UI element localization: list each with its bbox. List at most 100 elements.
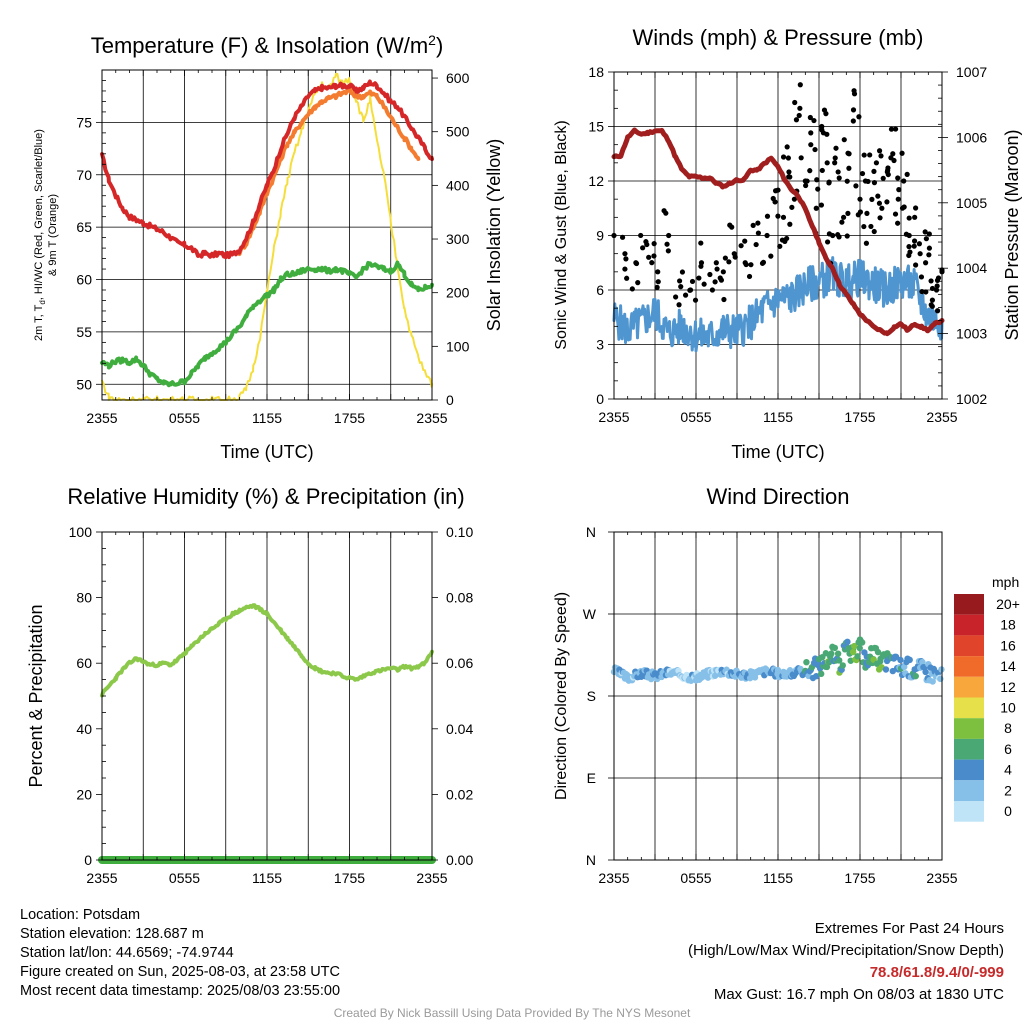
sonic-wind-line: [612, 256, 944, 353]
gust-point: [755, 220, 761, 226]
gust-point: [885, 171, 891, 178]
wind-direction-point: [834, 650, 842, 657]
pressure-rtick-label: 1005: [956, 195, 987, 211]
pressure-rtick-label: 1002: [956, 391, 987, 407]
gust-point: [722, 255, 728, 261]
gust-point: [826, 231, 832, 237]
colorbar-label: 14: [1000, 658, 1016, 674]
temperature-axis-ticks: 2355 0555 1155 1755 2355 50 55 60 65 70 75 0 100 200 3…: [76, 70, 470, 426]
gust-point: [786, 169, 792, 175]
colorbar-label: 0: [1004, 803, 1012, 819]
winds-ytick-label: 15: [588, 119, 604, 135]
gust-point: [759, 260, 766, 266]
gust-point: [845, 150, 851, 156]
gust-point: [919, 289, 925, 295]
gust-point: [871, 180, 878, 186]
winds-axis-ticks: 2355 0555 1155 1755 2355 0 3 6 9 12 15 18 1002 1003 10…: [588, 64, 987, 425]
gust-point: [753, 241, 759, 248]
gust-point: [698, 263, 704, 269]
winds-xtick-label: 1755: [844, 409, 875, 425]
winds-grid: [613, 71, 943, 400]
temperature-xtick-label: 2355: [86, 410, 117, 426]
gust-point: [923, 260, 929, 266]
winds-y-axis-label: Sonic Wind & Gust (Blue, Black): [553, 120, 570, 349]
humidity-ytick-label: 20: [76, 786, 92, 802]
gust-point: [655, 279, 661, 285]
colorbar-swatch: [954, 656, 984, 677]
gust-point: [742, 238, 748, 244]
gust-point: [867, 152, 873, 158]
winds-pressure-panel: Winds (mph) & Pressure (mb) 2355 0555 1155…: [553, 25, 1022, 462]
extremes-values: 78.8/61.8/9.4/0/-999: [869, 964, 1004, 981]
pressure-rtick-label: 1007: [956, 64, 987, 80]
gust-point: [633, 260, 640, 267]
gust-point: [622, 266, 628, 272]
gust-point: [726, 259, 732, 265]
gust-point: [875, 193, 881, 199]
gust-point: [793, 117, 800, 123]
gust-point: [871, 168, 877, 174]
gust-point: [845, 210, 851, 216]
gust-point: [663, 210, 669, 216]
gust-point: [709, 287, 716, 293]
gust-point: [871, 228, 877, 235]
precipitation-rtick-label: 0.10: [446, 524, 473, 540]
humidity-ytick-label: 60: [76, 655, 92, 671]
humidity-ytick-label: 0: [84, 852, 92, 868]
temperature-ytick-label: 50: [76, 376, 92, 392]
gust-point: [923, 289, 929, 295]
insolation-rtick-label: 600: [446, 70, 470, 86]
gust-point: [713, 260, 719, 266]
precipitation-rtick-label: 0.06: [446, 655, 473, 671]
winds-xtick-label: 2355: [926, 409, 957, 425]
credit-line: Created By Nick Bassill Using Data Provi…: [333, 1006, 691, 1020]
gust-point: [864, 210, 870, 216]
wind-direction-panel-title: Wind Direction: [706, 484, 849, 509]
gust-point: [678, 284, 684, 290]
gust-point: [818, 202, 825, 208]
gust-point: [696, 275, 702, 281]
temperature-ytick-label: 70: [76, 167, 92, 183]
gust-point: [673, 294, 679, 300]
temperature-ytick-label: 60: [76, 272, 92, 288]
gust-point: [698, 240, 704, 246]
colorbar-swatch: [954, 594, 984, 615]
wind-direction-xtick-label: 2355: [926, 870, 957, 886]
humidity-xtick-label: 1755: [334, 870, 365, 886]
gust-point: [868, 223, 874, 230]
gust-point: [861, 152, 867, 158]
gust-point: [906, 244, 912, 250]
station-elevation: Station elevation: 128.687 m: [20, 926, 204, 942]
wind-direction-point: [912, 672, 919, 680]
gust-point: [824, 160, 830, 166]
temperature-insolation-panel: Temperature (F) & Insolation (W/m2) 2355…: [33, 32, 504, 462]
winds-ytick-label: 0: [596, 391, 604, 407]
gust-point: [775, 213, 781, 219]
gust-point: [878, 153, 884, 159]
gust-point: [707, 271, 713, 278]
gust-point: [911, 238, 918, 244]
gust-point: [796, 112, 802, 119]
gust-point: [859, 170, 866, 177]
gust-point: [789, 204, 795, 210]
gust-point: [808, 130, 814, 136]
winds-xtick-label: 1155: [763, 409, 793, 425]
gust-point: [892, 126, 899, 132]
gust-point: [885, 167, 891, 173]
gust-point: [926, 252, 932, 258]
gust-point: [714, 266, 720, 272]
gust-point: [892, 211, 899, 217]
gust-point: [732, 254, 738, 260]
gust-point: [934, 283, 940, 289]
precipitation-rtick-label: 0.02: [446, 786, 473, 802]
gust-point: [692, 297, 699, 303]
gust-point: [928, 302, 934, 308]
gust-point: [717, 275, 723, 281]
colorbar-label: 20+: [996, 596, 1020, 612]
temperature-xtick-label: 2355: [416, 410, 447, 426]
gust-point: [819, 127, 825, 133]
colorbar-swatch: [954, 697, 984, 719]
winds-panel-title: Winds (mph) & Pressure (mb): [633, 25, 924, 50]
gust-point: [926, 231, 932, 237]
